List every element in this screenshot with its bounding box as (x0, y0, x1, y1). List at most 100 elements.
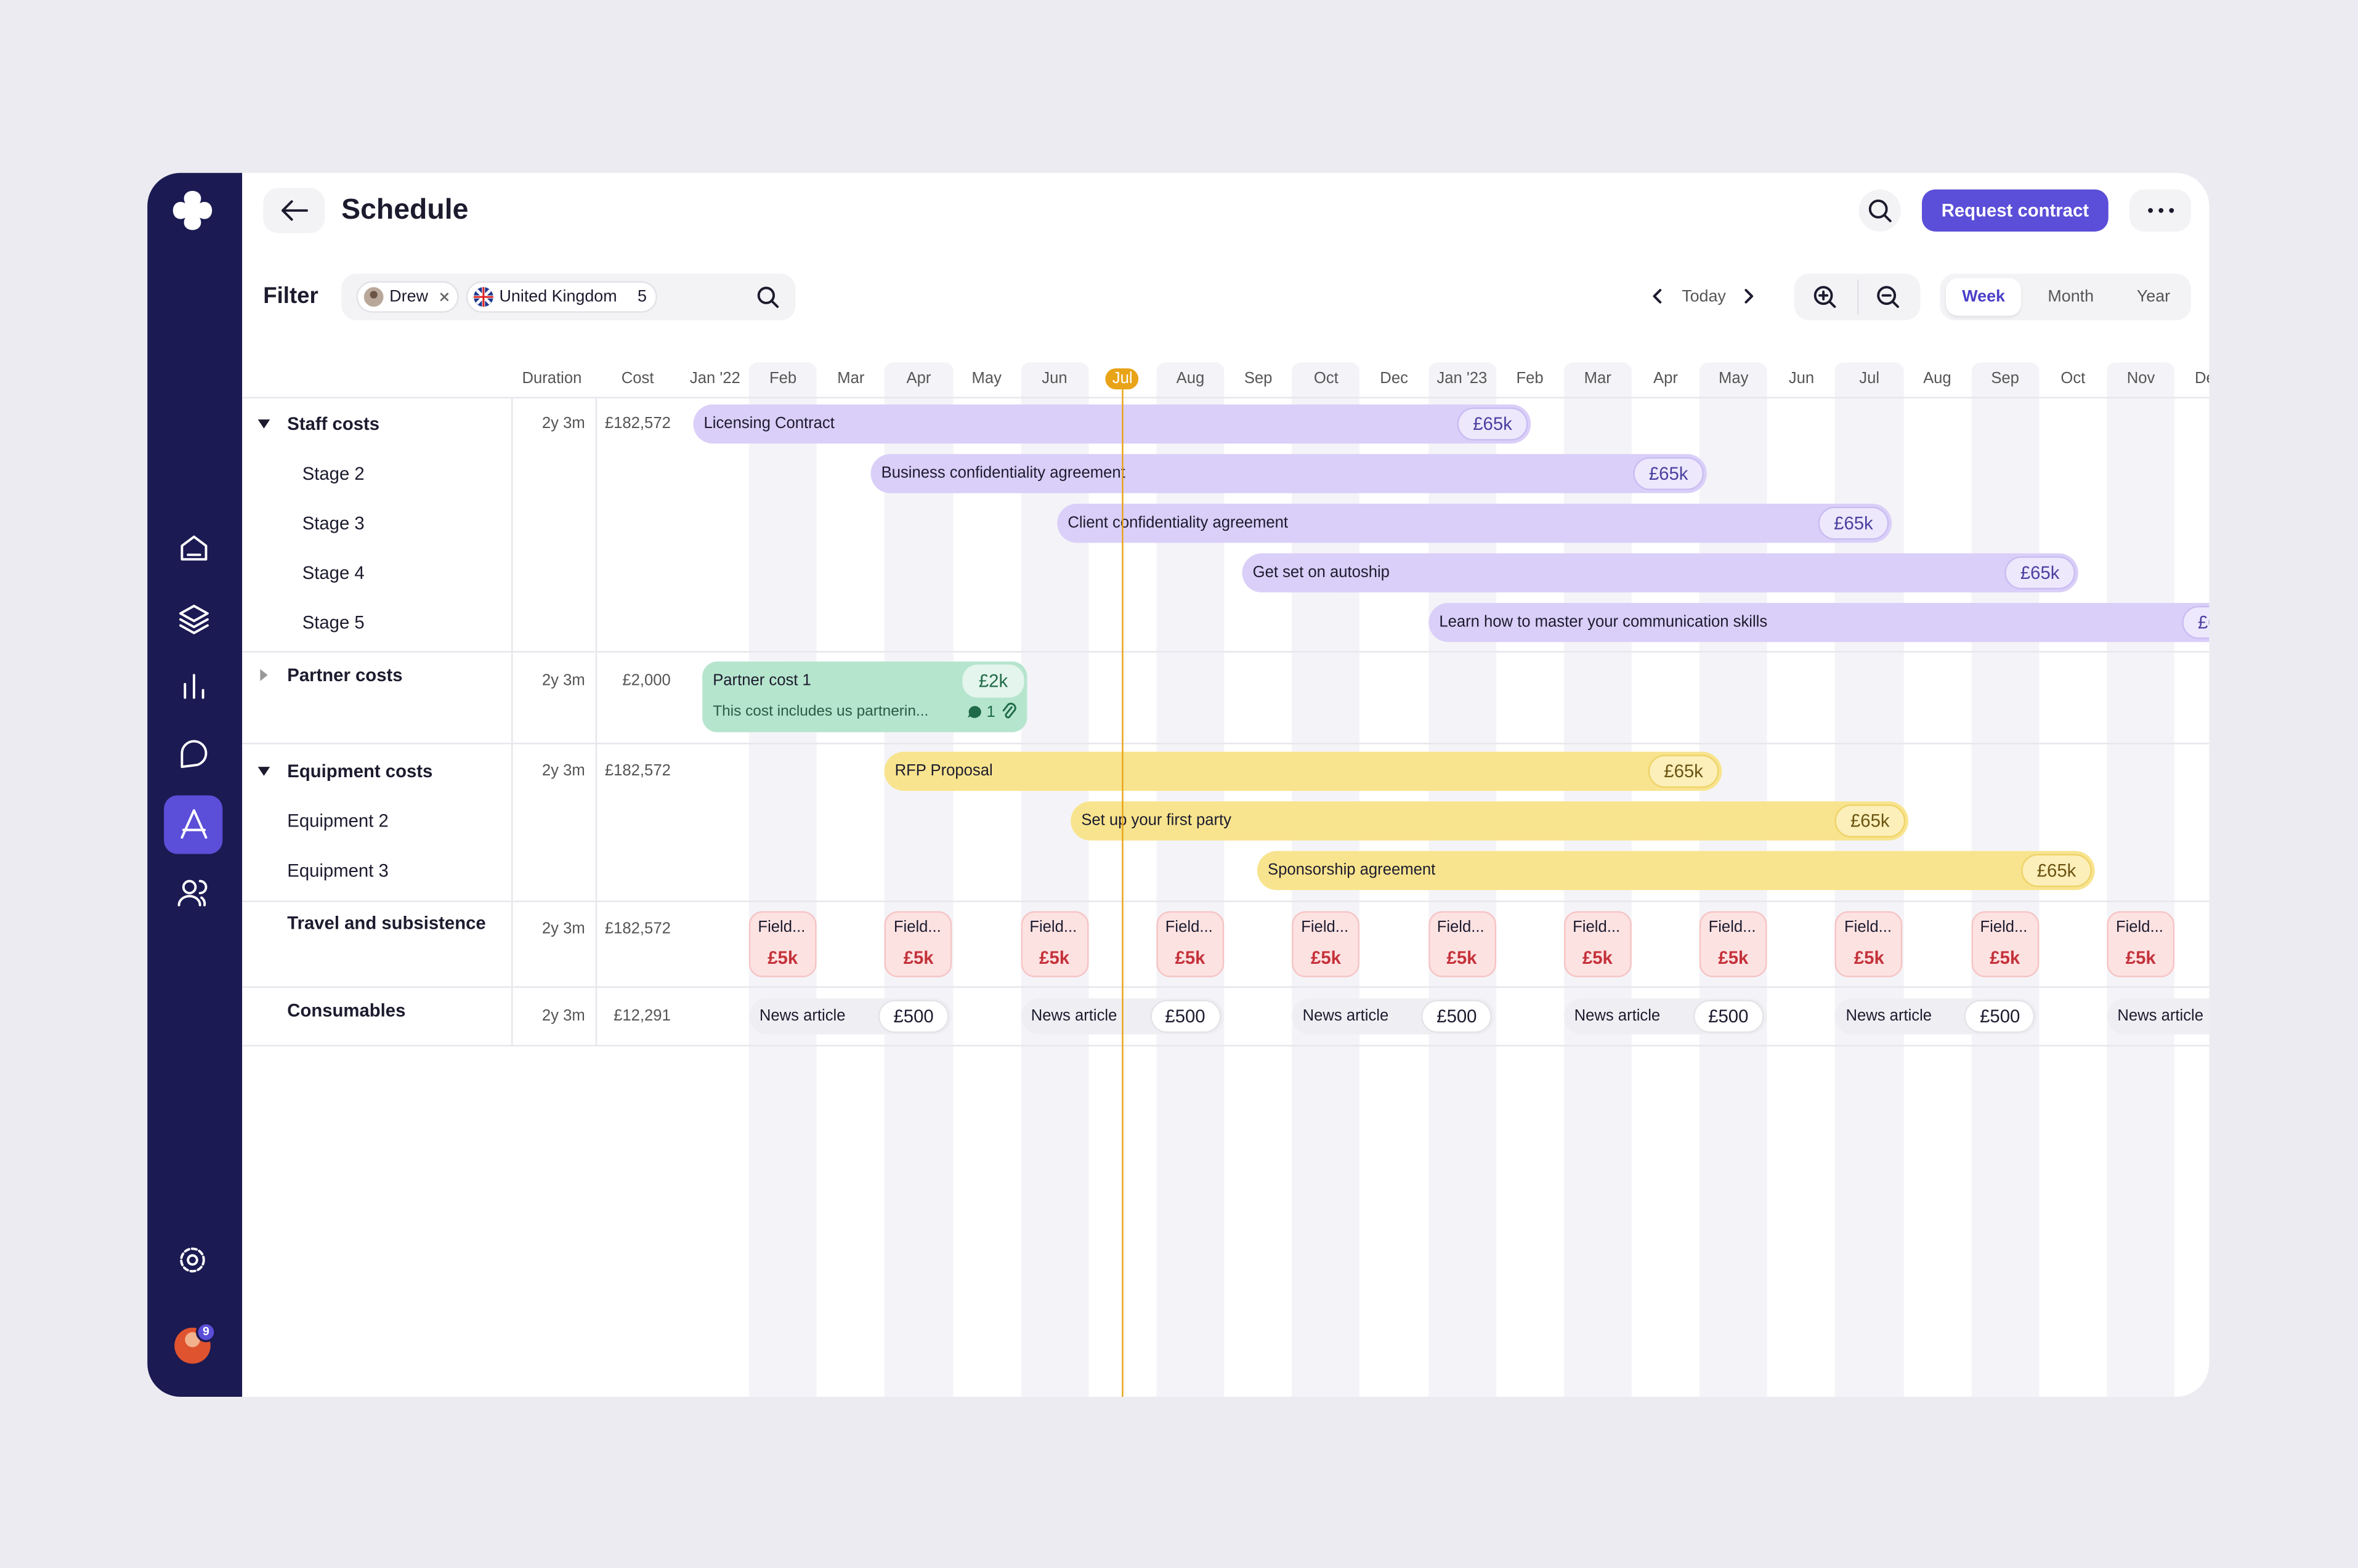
month-label: Feb (1516, 369, 1544, 388)
bar-label: Set up your first party (1081, 811, 1231, 830)
search-icon (1868, 199, 1892, 222)
expense-pill[interactable] (2107, 911, 2175, 977)
month-label: Mar (1584, 369, 1611, 388)
gantt-bar[interactable] (1257, 851, 2095, 891)
bar-value-pill (1648, 754, 1719, 788)
avatar-badge: 9 (203, 1324, 209, 1338)
bar-value: £65k (1664, 761, 1703, 782)
chip-count: 5 (637, 287, 647, 305)
consumable-label: News article (1574, 1007, 1661, 1025)
consumable-value-pill (1149, 1000, 1221, 1033)
expense-label: Field... (758, 918, 806, 937)
row-name: Travel and subsistence (287, 912, 486, 934)
page-title: Schedule (341, 195, 469, 227)
expand-arrow (260, 669, 268, 681)
search-button[interactable] (1858, 189, 1901, 232)
row-duration: 2y 3m (541, 1007, 585, 1025)
chip-avatar (363, 287, 384, 307)
expense-pill[interactable] (1563, 911, 1632, 977)
bar-label: Learn how to master your communication s… (1439, 613, 1768, 631)
expense-value: £5k (1446, 947, 1477, 969)
row-divider (242, 651, 2210, 653)
expense-pill[interactable] (1156, 911, 1224, 977)
consumable-label: News article (2117, 1007, 2204, 1025)
consumable-pill[interactable] (2107, 998, 2210, 1035)
view-option[interactable]: Month (2048, 287, 2094, 305)
bar-value-pill (2182, 605, 2210, 639)
bar-value: £65k (1648, 463, 1688, 485)
month-label: Jul (1859, 369, 1880, 388)
view-option[interactable]: Year (2136, 287, 2171, 305)
attach-icon (1002, 703, 1016, 719)
row-cost: £2,000 (622, 671, 671, 690)
gantt-bar[interactable] (1428, 602, 2210, 642)
row-duration: 2y 3m (541, 414, 585, 433)
prev-icon (1653, 289, 1662, 304)
expense-pill[interactable] (1699, 911, 1767, 977)
view-option[interactable]: Week (1962, 287, 2005, 305)
zoom-divider (1857, 280, 1859, 315)
primary-button-label[interactable]: Request contract (1941, 200, 2089, 221)
expense-value: £5k (1175, 947, 1205, 969)
expense-pill[interactable] (1292, 911, 1360, 977)
consumable-label: News article (1302, 1007, 1389, 1025)
expense-pill[interactable] (1428, 911, 1496, 977)
row-name: Stage 5 (302, 612, 365, 633)
row-divider (242, 743, 2210, 745)
row-name: Equipment costs (287, 761, 433, 782)
month-label: Oct (1313, 369, 1339, 388)
consumable-value: £500 (893, 1006, 934, 1027)
expense-value: £5k (1854, 947, 1884, 969)
chip-label: United Kingdom (499, 287, 617, 305)
gantt-bar[interactable] (1071, 801, 1909, 841)
bar-label: Licensing Contract (703, 414, 835, 433)
row-cost: £12,291 (614, 1007, 671, 1025)
gantt-bar[interactable] (884, 751, 1722, 791)
bar-value-pill (1818, 506, 1889, 540)
expense-value: £5k (903, 947, 934, 969)
expense-value: £5k (768, 947, 798, 969)
expense-value: £5k (1039, 947, 1070, 969)
gantt-bar[interactable] (1057, 503, 1892, 543)
month-column (885, 362, 953, 1397)
expense-value: £5k (1718, 947, 1749, 969)
consumable-value-pill (1964, 1000, 2036, 1033)
gantt-bar[interactable] (1242, 553, 2078, 592)
today-button[interactable]: Today (1682, 287, 1726, 305)
month-label: Sep (1991, 369, 2019, 388)
expense-pill[interactable] (1971, 911, 2039, 977)
today-line (1121, 389, 1124, 1397)
filter-chip[interactable] (466, 281, 657, 313)
row-divider (242, 397, 2210, 398)
bar-value: £65k (2036, 860, 2076, 881)
month-label: Jun (1042, 369, 1068, 388)
bar-value-pill (1834, 804, 1906, 838)
column-divider (511, 397, 513, 1045)
month-label: Aug (1923, 369, 1951, 388)
expense-pill[interactable] (1835, 911, 1903, 977)
expense-label: Field... (1165, 918, 1213, 937)
expense-pill[interactable] (885, 911, 953, 977)
expense-pill[interactable] (748, 911, 817, 977)
expense-label: Field... (1573, 918, 1621, 937)
expense-value: £5k (1990, 947, 2020, 969)
gantt: Duration Cost Jan '22 Feb Mar Apr May Jun Jul Aug… (242, 361, 2210, 1397)
gantt-bar[interactable] (870, 454, 1707, 493)
bar-label: Sponsorship agreement (1268, 861, 1436, 879)
month-label: Jan '22 (689, 369, 740, 388)
expense-value: £5k (1311, 947, 1341, 969)
primary-button[interactable] (1922, 189, 2109, 232)
row-name: Equipment 3 (287, 860, 389, 881)
gantt-bar[interactable] (693, 404, 1531, 444)
sidebar (147, 172, 243, 1397)
bar-value-pill (2004, 556, 2076, 590)
expense-pill[interactable] (1020, 911, 1088, 977)
filter-label: Filter (263, 283, 318, 309)
zoom-out (1877, 286, 1899, 308)
row-name: Stage 4 (302, 562, 365, 584)
month-label: Apr (1653, 369, 1678, 388)
bar-label: Client confidentiality agreement (1068, 514, 1288, 532)
sidebar-icons (164, 191, 223, 1364)
card-value-pill (962, 665, 1024, 698)
bar-value: £65k (2197, 612, 2209, 633)
